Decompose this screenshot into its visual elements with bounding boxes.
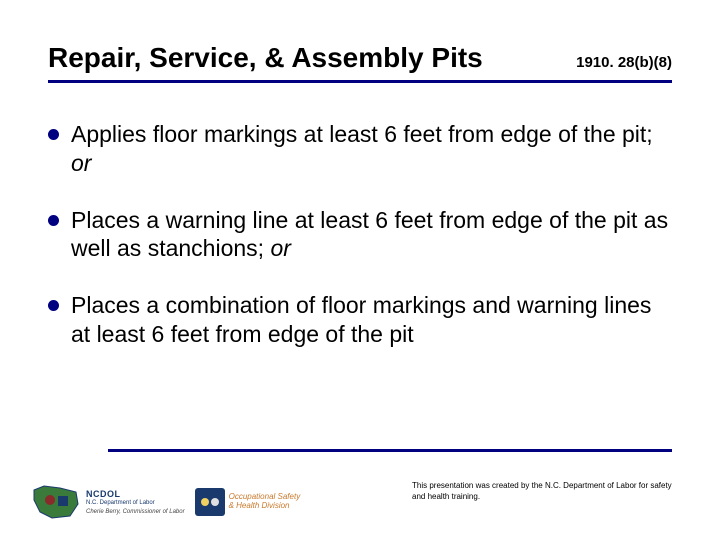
commissioner-label: Cherie Berry, Commissioner of Labor xyxy=(86,509,185,515)
regulation-citation: 1910. 28(b)(8) xyxy=(576,54,672,71)
footer-attribution: This presentation was created by the N.C… xyxy=(412,481,672,502)
list-item: Places a warning line at least 6 feet fr… xyxy=(48,206,672,264)
list-item: Applies floor markings at least 6 feet f… xyxy=(48,120,672,178)
title-underline xyxy=(48,80,672,83)
bullet-text: Places a combination of floor markings a… xyxy=(71,291,672,349)
osh-badge-icon xyxy=(195,488,225,516)
osh-block: Occupational Safety & Health Division xyxy=(195,488,301,516)
ncdol-text-stack: NCDOL N.C. Department of Labor Cherie Be… xyxy=(86,489,185,515)
osh-line2: & Health Division xyxy=(229,502,301,511)
bullet-text: Places a warning line at least 6 feet fr… xyxy=(71,206,672,264)
bullet-icon xyxy=(48,300,59,311)
slide-header: Repair, Service, & Assembly Pits 1910. 2… xyxy=(48,42,672,83)
bullet-icon xyxy=(48,215,59,226)
ncdol-sublabel: N.C. Department of Labor xyxy=(86,500,185,506)
bullet-text-pre: Places a warning line at least 6 feet fr… xyxy=(71,207,668,262)
title-row: Repair, Service, & Assembly Pits 1910. 2… xyxy=(48,42,672,74)
footer-divider xyxy=(108,449,672,452)
footer-logo-block: NCDOL N.C. Department of Labor Cherie Be… xyxy=(32,482,300,522)
bullet-text-italic: or xyxy=(270,235,290,261)
nc-state-icon xyxy=(32,482,80,522)
list-item: Places a combination of floor markings a… xyxy=(48,291,672,349)
bullet-text-pre: Places a combination of floor markings a… xyxy=(71,292,651,347)
bullet-text-italic: or xyxy=(71,150,91,176)
bullet-icon xyxy=(48,129,59,140)
bullet-list: Applies floor markings at least 6 feet f… xyxy=(48,120,672,377)
bullet-text: Applies floor markings at least 6 feet f… xyxy=(71,120,672,178)
osh-division-text: Occupational Safety & Health Division xyxy=(229,493,301,511)
bullet-text-pre: Applies floor markings at least 6 feet f… xyxy=(71,121,653,147)
slide-title: Repair, Service, & Assembly Pits xyxy=(48,42,483,74)
ncdol-label: NCDOL xyxy=(86,489,185,499)
